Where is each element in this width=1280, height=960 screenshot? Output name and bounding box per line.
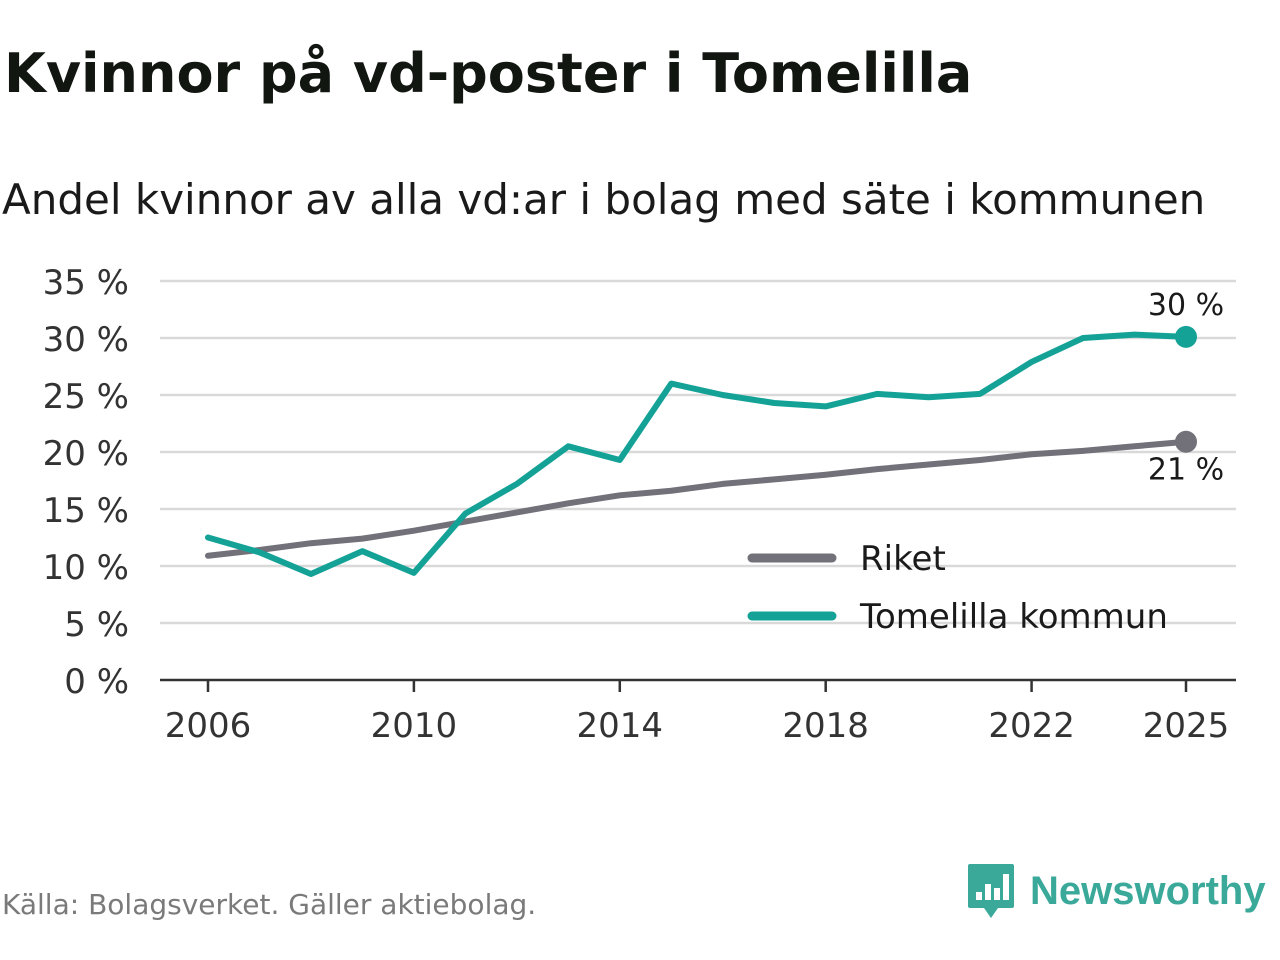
source-note: Källa: Bolagsverket. Gäller aktiebolag. [2, 888, 537, 921]
x-tick-label-2018: 2018 [782, 706, 869, 746]
end-label-tomelilla: 30 % [1148, 288, 1224, 323]
x-tick-label-2010: 2010 [371, 706, 458, 746]
end-marker-tomelilla [1175, 325, 1197, 348]
legend: Riket Tomelilla kommun [747, 539, 1168, 637]
x-tick-label-2025: 2025 [1143, 706, 1230, 746]
series-line-riket [205, 438, 1189, 559]
newsworthy-logo-icon [968, 864, 1014, 918]
y-tick-label-20: 20 % [43, 434, 129, 474]
x-tick-label-2022: 2022 [988, 706, 1075, 746]
legend-label-riket: Riket [860, 539, 946, 579]
chart-title: Kvinnor på vd-poster i Tomelilla [4, 42, 973, 105]
series-line-tomelilla [205, 331, 1189, 577]
y-tick-label-15: 15 % [43, 491, 129, 531]
x-tick-label-2014: 2014 [577, 706, 664, 746]
y-tick-label-25: 25 % [43, 377, 129, 417]
brand-name: Newsworthy [1030, 868, 1266, 913]
end-marker-riket [1175, 430, 1197, 453]
legend-label-tomelilla: Tomelilla kommun [859, 597, 1168, 637]
series: 30 % 21 % [205, 288, 1224, 577]
brand-logo: Newsworthy [966, 862, 1266, 920]
axes: 0 % 5 % 10 % 15 % 20 % 25 % 30 % 35 % 2006 2010 20… [43, 263, 1236, 746]
y-tick-label-35: 35 % [43, 263, 129, 303]
x-tick-label-2006: 2006 [165, 706, 252, 746]
y-tick-label-5: 5 % [64, 605, 129, 645]
y-tick-label-10: 10 % [43, 548, 129, 588]
y-tick-label-0: 0 % [64, 662, 129, 702]
y-tick-label-30: 30 % [43, 320, 129, 360]
end-label-riket: 21 % [1148, 453, 1224, 488]
chart-subtitle: Andel kvinnor av alla vd:ar i bolag med … [2, 175, 1206, 224]
